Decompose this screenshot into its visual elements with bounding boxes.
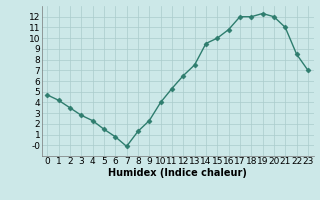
X-axis label: Humidex (Indice chaleur): Humidex (Indice chaleur) bbox=[108, 168, 247, 178]
